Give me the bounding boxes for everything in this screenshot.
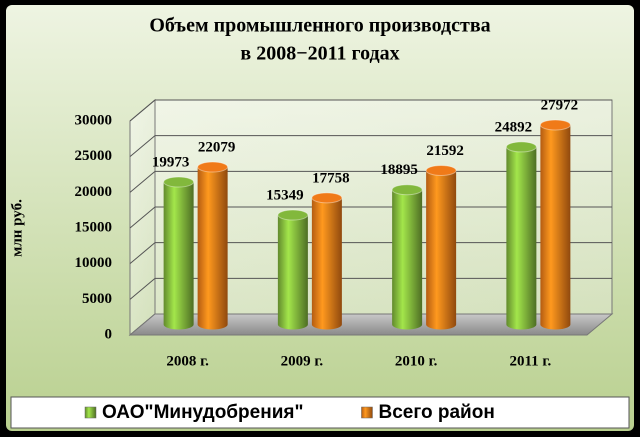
y-tick-label: 0 — [105, 326, 113, 342]
value-label: 17758 — [312, 170, 350, 186]
y-tick-label: 10000 — [75, 255, 113, 271]
bar — [392, 189, 423, 330]
bar — [540, 124, 571, 330]
y-axis-label: млн руб. — [9, 199, 25, 257]
y-tick-label: 25000 — [75, 148, 113, 164]
bar — [197, 167, 228, 330]
y-tick-label: 15000 — [75, 219, 113, 235]
value-label: 21592 — [426, 143, 464, 159]
bar — [426, 170, 457, 330]
chart-title: в 2008−2011 годах — [240, 43, 399, 65]
bar — [506, 146, 537, 330]
bar — [311, 197, 342, 330]
y-tick-label: 5000 — [82, 291, 112, 307]
bar — [277, 215, 308, 330]
grid-line — [129, 135, 156, 158]
x-tick-label: 2010 г. — [395, 353, 438, 369]
bar-top — [163, 176, 195, 188]
legend-label: Всего район — [378, 402, 494, 423]
bar-top — [197, 161, 229, 173]
legend-box — [10, 396, 630, 429]
grid-line — [129, 99, 156, 122]
bar-top — [539, 119, 571, 131]
x-tick-label: 2008 г. — [166, 353, 209, 369]
bar-top — [505, 141, 537, 153]
value-label: 15349 — [266, 187, 304, 203]
legend-marker — [361, 406, 373, 419]
x-tick-label: 2009 г. — [281, 353, 324, 369]
grid-line — [129, 277, 156, 300]
y-tick-label: 30000 — [75, 112, 113, 128]
chart-title: Объем промышленного производства — [149, 15, 490, 37]
x-tick-label: 2011 г. — [509, 353, 551, 369]
value-label: 24892 — [495, 119, 533, 135]
value-label: 19973 — [152, 154, 190, 170]
grid-line — [129, 242, 156, 265]
y-tick-label: 20000 — [75, 184, 113, 200]
grid-line — [129, 170, 156, 193]
legend-label: ОАО"Минудобрения" — [102, 402, 303, 423]
value-label: 27972 — [541, 97, 579, 113]
legend-marker — [84, 406, 97, 419]
bar-top — [391, 184, 423, 196]
value-label: 18895 — [380, 162, 418, 178]
grid-line — [129, 206, 156, 229]
bar-top — [311, 192, 343, 204]
bar — [163, 182, 194, 330]
bar-top — [425, 164, 457, 176]
value-label: 22079 — [198, 139, 236, 155]
bar-top — [277, 209, 309, 221]
floor — [128, 313, 614, 336]
